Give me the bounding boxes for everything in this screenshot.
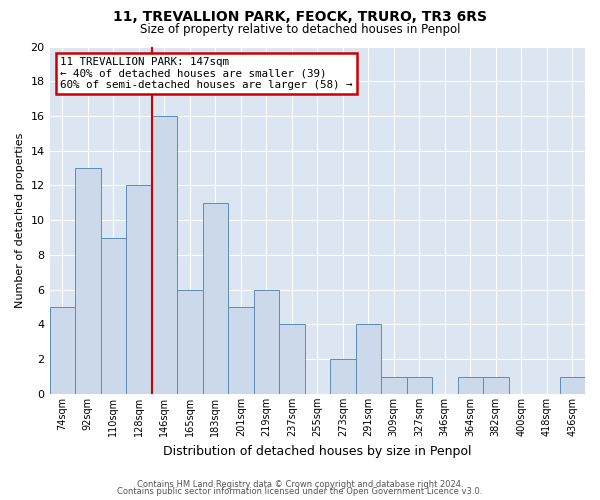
Bar <box>228 307 254 394</box>
Bar <box>483 376 509 394</box>
Bar <box>50 307 75 394</box>
Text: Contains HM Land Registry data © Crown copyright and database right 2024.: Contains HM Land Registry data © Crown c… <box>137 480 463 489</box>
Bar <box>356 324 381 394</box>
Bar <box>75 168 101 394</box>
X-axis label: Distribution of detached houses by size in Penpol: Distribution of detached houses by size … <box>163 444 472 458</box>
Bar <box>279 324 305 394</box>
Text: Size of property relative to detached houses in Penpol: Size of property relative to detached ho… <box>140 22 460 36</box>
Bar <box>101 238 126 394</box>
Bar <box>330 359 356 394</box>
Bar <box>407 376 432 394</box>
Bar <box>152 116 177 394</box>
Text: 11, TREVALLION PARK, FEOCK, TRURO, TR3 6RS: 11, TREVALLION PARK, FEOCK, TRURO, TR3 6… <box>113 10 487 24</box>
Bar <box>177 290 203 394</box>
Text: Contains public sector information licensed under the Open Government Licence v3: Contains public sector information licen… <box>118 487 482 496</box>
Bar <box>381 376 407 394</box>
Bar <box>254 290 279 394</box>
Bar <box>126 186 152 394</box>
Text: 11 TREVALLION PARK: 147sqm
← 40% of detached houses are smaller (39)
60% of semi: 11 TREVALLION PARK: 147sqm ← 40% of deta… <box>60 57 353 90</box>
Y-axis label: Number of detached properties: Number of detached properties <box>15 132 25 308</box>
Bar <box>458 376 483 394</box>
Bar <box>203 203 228 394</box>
Bar <box>560 376 585 394</box>
